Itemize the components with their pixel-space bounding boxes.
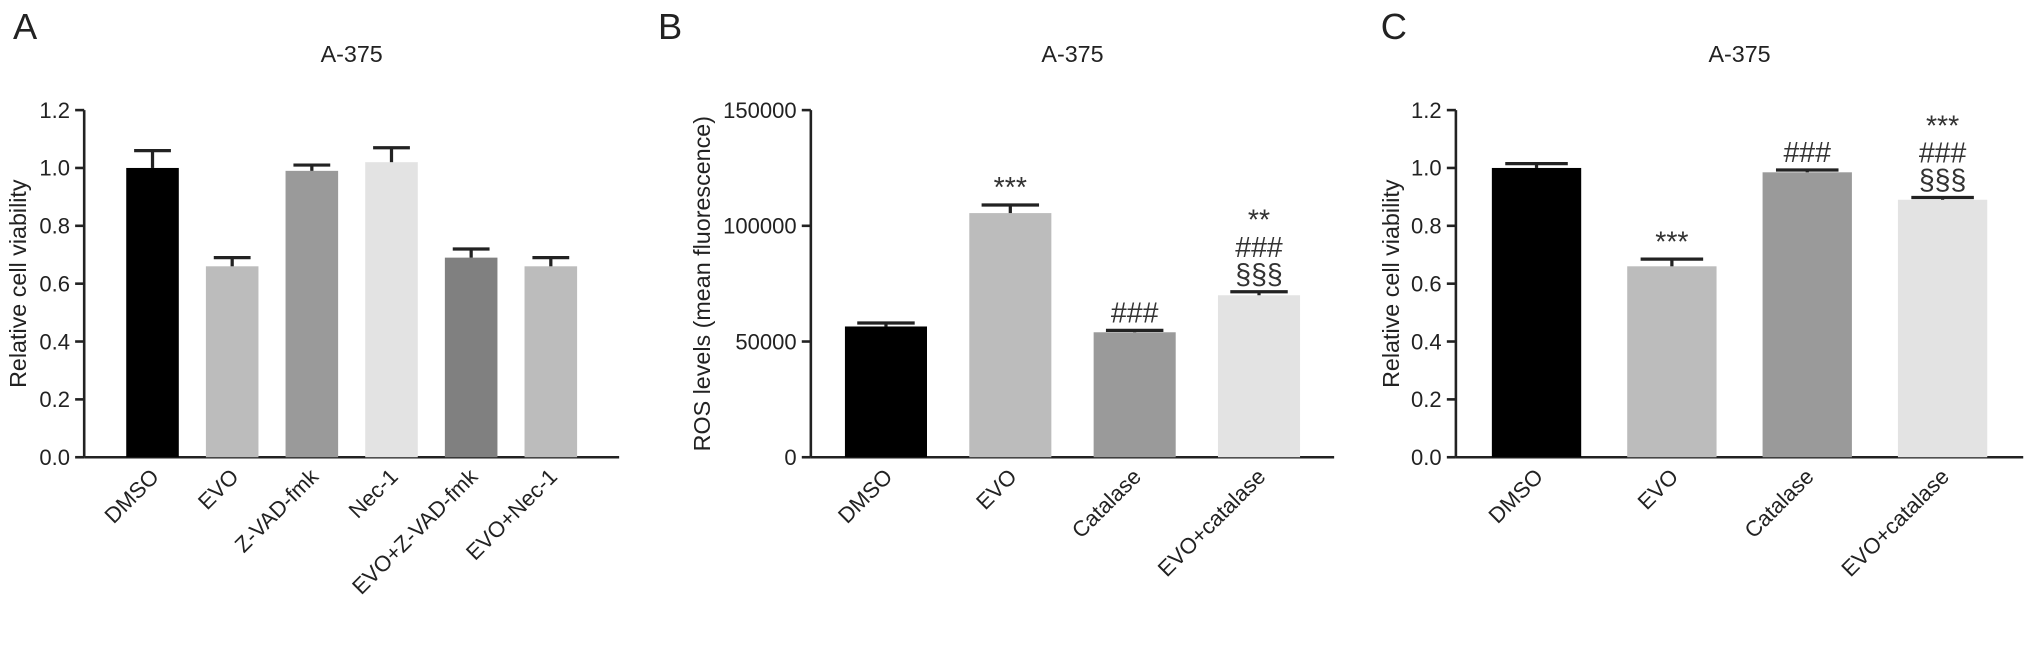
significance-mark: §§§ [1235,259,1283,291]
y-tick-label: 0.4 [39,329,70,354]
x-tick-label: Z-VAD-fmk [230,463,324,557]
bar [365,162,418,458]
significance-mark: *** [994,172,1027,204]
significance-mark: ** [1248,205,1270,237]
y-tick-label: 50000 [735,329,796,354]
significance-mark: ### [1919,137,1967,169]
bar [1217,295,1301,458]
x-tick-label: EVO+catalase [1836,464,1954,582]
x-tick-label: DMSO [1483,464,1547,528]
y-tick-label: 0.6 [39,271,70,296]
chart-title: A-375 [1041,41,1103,67]
x-tick-label: Catalase [1067,464,1146,543]
chart-title: A-375 [1708,41,1770,67]
panel-letter: A [13,6,38,47]
bar [844,326,928,458]
significance-mark: ### [1783,137,1831,169]
bar [1762,172,1852,458]
bar [1491,167,1582,458]
bar [1897,199,1988,458]
x-tick-label: EVO+catalase [1153,464,1271,582]
y-tick-label: 1.0 [1411,156,1442,181]
x-tick-label: DMSO [99,464,163,528]
chart-title: A-375 [321,41,383,67]
y-tick-label: 150000 [723,98,796,123]
bar [285,170,339,458]
y-tick-label: 0.4 [1411,329,1442,354]
significance-mark: ### [1235,232,1283,264]
y-tick-label: 0.8 [39,214,70,239]
y-tick-label: 100000 [723,214,796,239]
y-axis-label: ROS levels (mean fluorescence) [689,116,715,451]
y-tick-label: 0.0 [1411,445,1442,470]
panel-letter: B [658,6,682,47]
bar [1627,266,1717,458]
bar [126,167,179,458]
y-tick-label: 0.8 [1411,214,1442,239]
y-tick-label: 0.2 [1411,387,1442,412]
bar [205,266,259,458]
y-tick-label: 1.2 [1411,98,1442,123]
x-tick-label: DMSO [833,464,897,528]
significance-mark: §§§ [1919,165,1967,197]
y-tick-label: 1.0 [39,156,70,181]
y-tick-label: 1.2 [39,98,70,123]
y-tick-label: 0.6 [1411,271,1442,296]
significance-mark: *** [1655,226,1688,258]
bar [444,257,498,458]
y-axis-label: Relative cell viability [5,179,31,388]
y-tick-label: 0.2 [39,387,70,412]
x-tick-label: Nec-1 [344,464,403,523]
x-tick-label: EVO [193,464,244,515]
bar [524,266,578,458]
x-tick-label: Catalase [1739,464,1818,543]
y-tick-label: 0.0 [39,445,70,470]
y-axis-label: Relative cell viability [1378,179,1404,388]
bar [1093,332,1176,458]
significance-mark: *** [1926,110,1959,142]
bar [969,213,1052,458]
x-tick-label: EVO [971,464,1022,515]
y-tick-label: 0 [784,445,796,470]
x-tick-label: EVO [1633,464,1684,515]
panel-letter: C [1381,6,1407,47]
significance-mark: ### [1111,298,1159,330]
